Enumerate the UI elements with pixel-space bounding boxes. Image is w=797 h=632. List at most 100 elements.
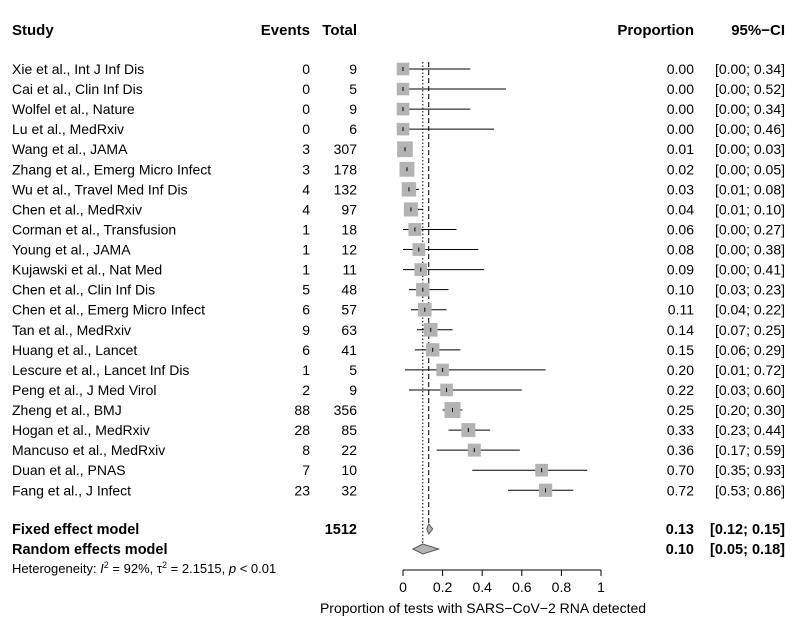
study-ci: [0.01; 0.10] — [715, 201, 785, 217]
study-name: Hogan et al., MedRxiv — [12, 422, 150, 438]
study-events: 9 — [302, 322, 310, 338]
x-tick-label: 0.6 — [512, 579, 532, 595]
study-row: Chen et al., MedRxiv 4 97 0.04 [0.01; 0.10] — [12, 201, 785, 217]
study-events: 1 — [302, 362, 310, 378]
study-name: Wolfel et al., Nature — [12, 101, 135, 117]
study-ci: [0.17; 0.59] — [715, 442, 785, 458]
header-proportion: Proportion — [617, 22, 694, 39]
study-ci: [0.07; 0.25] — [715, 322, 785, 338]
study-events: 5 — [302, 282, 310, 298]
study-proportion: 0.72 — [667, 482, 694, 498]
study-events: 1 — [302, 262, 310, 278]
study-total: 63 — [341, 322, 357, 338]
study-row: Mancuso et al., MedRxiv 8 22 0.36 [0.17; 0.5… — [12, 442, 785, 458]
study-total: 5 — [349, 81, 357, 97]
study-name: Peng et al., J Med Virol — [12, 382, 156, 398]
study-name: Cai et al., Clin Inf Dis — [12, 81, 143, 97]
study-events: 0 — [302, 121, 310, 137]
study-row: Tan et al., MedRxiv 9 63 0.14 [0.07; 0.25] — [12, 322, 785, 338]
study-ci: [0.53; 0.86] — [715, 482, 785, 498]
study-ci: [0.03; 0.23] — [715, 282, 785, 298]
study-ci: [0.00; 0.03] — [715, 141, 785, 157]
i2-value: = 92%, — [109, 561, 157, 576]
study-proportion: 0.00 — [667, 81, 694, 97]
header-study: Study — [12, 22, 54, 39]
study-events: 0 — [302, 61, 310, 77]
summary-name: Random effects model — [12, 542, 168, 558]
study-events: 23 — [294, 482, 310, 498]
study-proportion: 0.00 — [667, 61, 694, 77]
study-row: Young et al., JAMA 1 12 0.08 [0.00; 0.38] — [12, 242, 785, 258]
tau2-symbol: τ — [157, 561, 163, 576]
study-name: Chen et al., Emerg Micro Infect — [12, 302, 205, 318]
study-proportion: 0.15 — [667, 342, 694, 358]
study-proportion: 0.20 — [667, 362, 694, 378]
summary-row: Fixed effect model 1512 0.13 [0.12; 0.15] — [12, 522, 785, 538]
summary-diamond — [426, 523, 434, 535]
study-row: Chen et al., Clin Inf Dis 5 48 0.10 [0.03; 0… — [12, 282, 785, 298]
study-name: Young et al., JAMA — [12, 242, 131, 258]
study-ci: [0.00; 0.38] — [715, 242, 785, 258]
study-ci: [0.00; 0.46] — [715, 121, 785, 137]
study-name: Zhang et al., Emerg Micro Infect — [12, 161, 211, 177]
study-row: Hogan et al., MedRxiv 28 85 0.33 [0.23; 0.44… — [12, 422, 785, 438]
study-row: Lescure et al., Lancet Inf Dis 1 5 0.20 [0.0… — [12, 362, 785, 378]
summary-proportion: 0.13 — [666, 522, 694, 538]
x-tick-label: 0.4 — [472, 579, 492, 595]
study-ci: [0.00; 0.05] — [715, 161, 785, 177]
study-ci: [0.23; 0.44] — [715, 422, 785, 438]
study-events: 2 — [302, 382, 310, 398]
study-ci: [0.00; 0.41] — [715, 262, 785, 278]
study-row: Cai et al., Clin Inf Dis 0 5 0.00 [0.00; 0.5… — [12, 81, 785, 97]
study-name: Wu et al., Travel Med Inf Dis — [12, 181, 188, 197]
study-events: 28 — [294, 422, 310, 438]
study-ci: [0.04; 0.22] — [715, 302, 785, 318]
x-tick-label: 0.8 — [552, 579, 572, 595]
study-proportion: 0.10 — [667, 282, 694, 298]
study-row: Corman et al., Transfusion 1 18 0.06 [0.00; … — [12, 221, 785, 237]
study-proportion: 0.00 — [667, 101, 694, 117]
study-total: 10 — [341, 462, 357, 478]
study-row: Peng et al., J Med Virol 2 9 0.22 [0.03; 0.6… — [12, 382, 785, 398]
study-proportion: 0.70 — [667, 462, 694, 478]
study-total: 9 — [349, 101, 357, 117]
study-total: 32 — [341, 482, 357, 498]
study-proportion: 0.25 — [667, 402, 694, 418]
summary-ci: [0.12; 0.15] — [710, 522, 785, 538]
header-ci: 95%−CI — [731, 22, 785, 39]
study-name: Corman et al., Transfusion — [12, 221, 176, 237]
summary-rows: Fixed effect model 1512 0.13 [0.12; 0.15] Ra… — [12, 522, 785, 558]
x-tick-label: 0.2 — [433, 579, 453, 595]
header-total: Total — [322, 22, 357, 39]
study-total: 85 — [341, 422, 357, 438]
reference-lines — [422, 62, 430, 543]
header-events: Events — [261, 22, 310, 39]
study-total: 22 — [341, 442, 357, 458]
study-proportion: 0.00 — [667, 121, 694, 137]
study-row: Duan et al., PNAS 7 10 0.70 [0.35; 0.93] — [12, 462, 785, 478]
study-name: Fang et al., J Infect — [12, 482, 131, 498]
study-total: 5 — [349, 362, 357, 378]
x-tick-label: 0 — [399, 579, 407, 595]
study-events: 3 — [302, 141, 310, 157]
study-name: Duan et al., PNAS — [12, 462, 126, 478]
study-row: Zhang et al., Emerg Micro Infect 3 178 0.02… — [12, 161, 785, 177]
summary-name: Fixed effect model — [12, 522, 139, 538]
study-row: Huang et al., Lancet 6 41 0.15 [0.06; 0.29] — [12, 342, 785, 358]
study-name: Lescure et al., Lancet Inf Dis — [12, 362, 189, 378]
study-events: 1 — [302, 242, 310, 258]
study-events: 4 — [302, 181, 310, 197]
study-name: Tan et al., MedRxiv — [12, 322, 131, 338]
p-value: < 0.01 — [236, 561, 276, 576]
study-name: Kujawski et al., Nat Med — [12, 262, 162, 278]
study-events: 6 — [302, 342, 310, 358]
i2-symbol: I — [100, 561, 104, 576]
study-ci: [0.06; 0.29] — [715, 342, 785, 358]
study-total: 6 — [349, 121, 357, 137]
heterogeneity-note: Heterogeneity: I2 = 92%, τ2 = 2.1515, p … — [12, 560, 276, 576]
study-name: Huang et al., Lancet — [12, 342, 137, 358]
study-ci: [0.00; 0.27] — [715, 221, 785, 237]
study-events: 0 — [302, 101, 310, 117]
summary-proportion: 0.10 — [666, 542, 694, 558]
study-events: 6 — [302, 302, 310, 318]
